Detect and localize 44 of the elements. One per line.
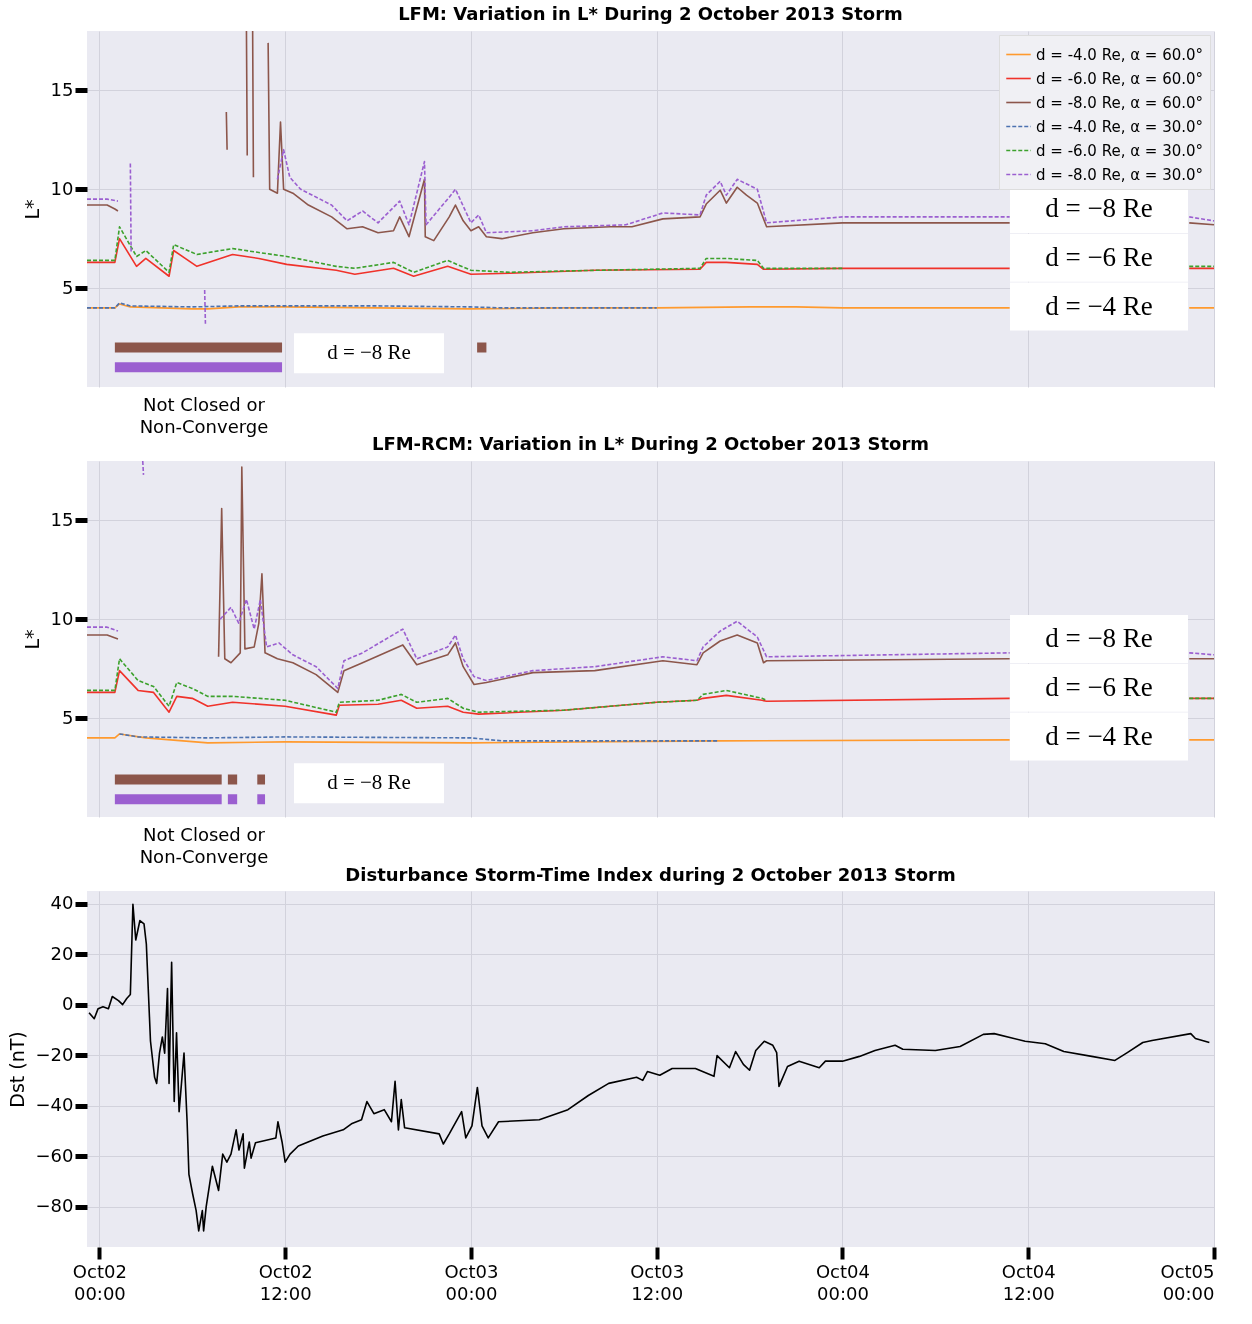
annotation: d = −8 Re bbox=[327, 340, 411, 365]
annotation: d = −8 Re bbox=[1045, 193, 1153, 223]
x-tick-label: Oct04 12:00 bbox=[1001, 1260, 1056, 1304]
annotation: d = −8 Re bbox=[327, 770, 411, 795]
legend-label: d = -8.0 Re, α = 60.0° bbox=[1036, 93, 1204, 112]
annotation: d = −6 Re bbox=[1045, 241, 1153, 272]
x-tick-label: Oct02 00:00 bbox=[72, 1260, 127, 1304]
annotation: d = −4 Re bbox=[1045, 720, 1153, 751]
x-tick-label: Oct03 00:00 bbox=[444, 1260, 499, 1304]
annotation: d = −8 Re bbox=[1045, 623, 1153, 653]
legend-label: d = -8.0 Re, α = 30.0° bbox=[1036, 165, 1204, 184]
y-tick-label: 10 bbox=[50, 607, 74, 629]
y-tick-label: 5 bbox=[62, 276, 74, 298]
chart-title: Disturbance Storm-Time Index during 2 October 2013 Storm bbox=[345, 864, 956, 885]
legend-label: d = -4.0 Re, α = 30.0° bbox=[1036, 117, 1204, 136]
y-tick-label: 20 bbox=[50, 942, 74, 964]
y-tick-label: −20 bbox=[35, 1043, 74, 1065]
y-tick-label: 10 bbox=[50, 177, 74, 199]
annotation: d = −6 Re bbox=[1045, 671, 1153, 702]
x-tick-label: Oct05 00:00 bbox=[1160, 1260, 1215, 1304]
chart-title: LFM-RCM: Variation in L* During 2 October 2013 Storm bbox=[371, 433, 930, 455]
y-axis-title: L* bbox=[20, 629, 43, 650]
legend-label: d = -6.0 Re, α = 60.0° bbox=[1036, 69, 1204, 88]
y-tick-label: 0 bbox=[62, 993, 74, 1015]
legend-label: d = -6.0 Re, α = 30.0° bbox=[1036, 141, 1204, 160]
text: Not Closed or Non-Converge bbox=[139, 824, 269, 867]
y-axis-title: Dst (nT) bbox=[5, 1031, 28, 1108]
y-tick-label: −60 bbox=[35, 1144, 74, 1166]
x-tick-label: Oct03 12:00 bbox=[630, 1260, 685, 1304]
y-tick-label: −80 bbox=[35, 1195, 74, 1217]
legend-label: d = -4.0 Re, α = 60.0° bbox=[1036, 45, 1204, 64]
y-tick-label: 5 bbox=[62, 706, 74, 728]
y-tick-label: 15 bbox=[50, 508, 74, 530]
x-tick-label: Oct04 00:00 bbox=[815, 1260, 870, 1304]
y-tick-label: 15 bbox=[50, 78, 74, 100]
chart-title: LFM: Variation in L* During 2 October 2013 Storm bbox=[398, 3, 903, 25]
line-series bbox=[118, 733, 720, 742]
text: Not Closed or Non-Converge bbox=[139, 394, 269, 437]
x-tick-label: Oct02 12:00 bbox=[258, 1260, 313, 1304]
line-series bbox=[88, 903, 1211, 1232]
annotation: d = −4 Re bbox=[1045, 290, 1153, 321]
y-tick-label: −40 bbox=[35, 1094, 74, 1116]
y-tick-label: 40 bbox=[50, 892, 74, 914]
y-axis-title: L* bbox=[20, 199, 43, 220]
